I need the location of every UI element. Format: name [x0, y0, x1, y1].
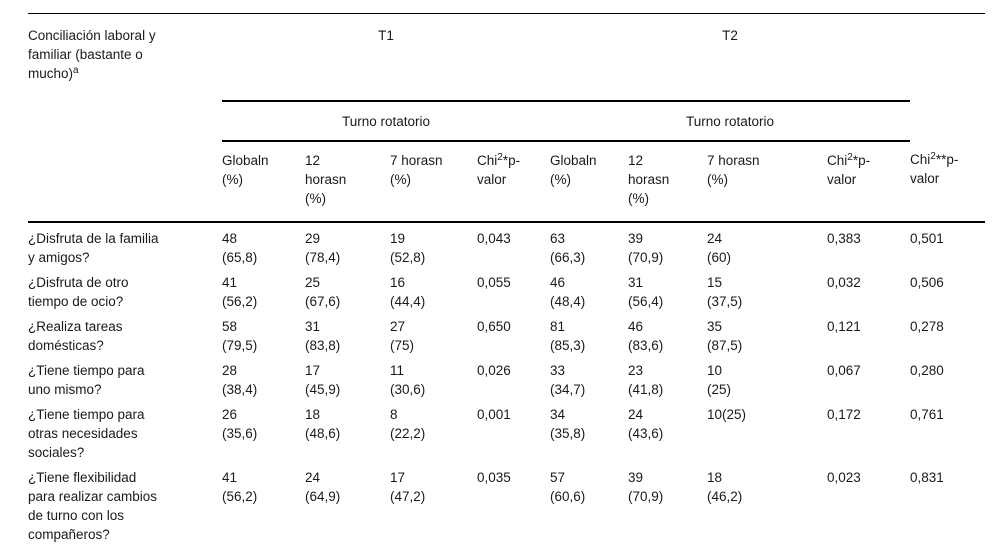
cell-t1-12h: 17 (45,9) — [305, 363, 341, 397]
results-table: Conciliación laboral y familiar (bastant… — [28, 13, 986, 545]
cell-t1-12h: 24 (64,9) — [305, 462, 390, 545]
stub-header-text: Conciliación laboral y familiar (bastant… — [28, 28, 156, 81]
cell-t2-7h: 10(25) — [707, 407, 747, 422]
table-row: ¿Tiene flexibilidad para realizar cambio… — [28, 462, 986, 545]
col-header-global-t2: Globaln (%) — [550, 141, 629, 223]
row-label: ¿Tiene flexibilidad para realizar cambio… — [28, 462, 222, 545]
cell-t2-global: 34 (35,8) — [550, 407, 586, 441]
row-label: ¿Tiene tiempo para otras necesidades soc… — [28, 407, 145, 460]
table-row: ¿Disfruta de otro tiempo de ocio? 41 (56… — [28, 267, 985, 311]
cell-t2-pvalue: 0,067 — [827, 363, 861, 378]
stub-header-footnote-mark: a — [73, 65, 79, 76]
cell-between-pvalue: 0,280 — [910, 363, 944, 378]
cell-t1-pvalue: 0,001 — [477, 407, 511, 422]
cell-t1-7h: 17 (47,2) — [390, 462, 477, 545]
cell-t1-pvalue: 0,026 — [477, 363, 511, 378]
cell-t1-7h: 19 (52,8) — [390, 231, 426, 265]
group-header-t1: T1 — [222, 13, 551, 101]
group-header-spacer — [910, 13, 986, 101]
header-row-subgroups: Turno rotatorio Turno rotatorio — [28, 100, 985, 142]
cell-t2-global: 46 (48,4) — [550, 275, 586, 309]
cell-t2-global: 81 (85,3) — [550, 319, 586, 353]
col-header-chi-t1: Chi2*p- valor — [477, 141, 551, 223]
col-header-chi-t2: Chi2*p- valor — [827, 141, 911, 223]
cell-t2-pvalue: 0,383 — [827, 231, 861, 246]
cell-t2-12h: 23 (41,8) — [628, 363, 664, 397]
row-label: ¿Tiene tiempo para uno mismo? — [28, 363, 145, 397]
col-header-12h-t2: 12 horasn (%) — [628, 141, 708, 223]
cell-t2-7h: 35 (87,5) — [707, 319, 743, 353]
cell-t1-12h: 31 (83,8) — [305, 319, 341, 353]
header-row-columns: Globaln (%) 12 horasn (%) 7 horasn (%) C… — [28, 141, 986, 223]
chi-suffix: *p- valor — [477, 153, 521, 187]
cell-t1-global: 58 (79,5) — [222, 319, 258, 353]
cell-t2-7h: 24 (60) — [707, 231, 732, 265]
cell-t1-pvalue: 0,055 — [477, 275, 511, 290]
cell-between-pvalue: 0,506 — [910, 275, 944, 290]
cell-t1-pvalue: 0,035 — [477, 462, 551, 545]
chi-exponent: 2 — [930, 151, 936, 162]
cell-t2-7h: 10 (25) — [707, 363, 732, 397]
cell-between-pvalue: 0,761 — [910, 407, 944, 422]
cell-t1-12h: 29 (78,4) — [305, 231, 341, 265]
group-header-t2: T2 — [550, 13, 911, 101]
cell-t1-global: 41 (56,2) — [222, 462, 305, 545]
chi-exponent: 2 — [847, 152, 853, 163]
cell-t2-pvalue: 0,121 — [827, 319, 861, 334]
col-header-global-t1: Globaln (%) — [222, 141, 305, 223]
cell-t1-7h: 8 (22,2) — [390, 407, 426, 441]
row-label: ¿Disfruta de otro tiempo de ocio? — [28, 275, 129, 309]
cell-t2-12h: 31 (56,4) — [628, 275, 664, 309]
subgroup-header-t1: Turno rotatorio — [222, 100, 551, 142]
subgroup-spacer — [910, 101, 985, 141]
chi-exponent: 2 — [497, 152, 503, 163]
cell-t1-global: 26 (35,6) — [222, 407, 258, 441]
cell-t2-12h: 46 (83,6) — [628, 319, 664, 353]
col-header-7h-t2: 7 horasn (%) — [707, 141, 828, 223]
table-row: ¿Tiene tiempo para otras necesidades soc… — [28, 399, 985, 462]
cell-t1-pvalue: 0,650 — [477, 319, 511, 334]
col-header-7h-t1: 7 horasn (%) — [390, 141, 477, 223]
table-row: ¿Tiene tiempo para uno mismo? 28 (38,4) … — [28, 355, 985, 399]
cell-t2-global: 57 (60,6) — [550, 462, 629, 545]
cell-t2-12h: 39 (70,9) — [628, 231, 664, 265]
cell-t1-pvalue: 0,043 — [477, 231, 511, 246]
cell-between-pvalue: 0,831 — [910, 462, 986, 545]
row-label: ¿Realiza tareas domésticas? — [28, 319, 123, 353]
cell-t2-7h: 18 (46,2) — [707, 462, 828, 545]
cell-t1-7h: 16 (44,4) — [390, 275, 426, 309]
col-header-12h-t1: 12 horasn (%) — [305, 141, 390, 223]
cell-t2-pvalue: 0,023 — [827, 462, 911, 545]
row-label: ¿Disfruta de la familia y amigos? — [28, 231, 159, 265]
cell-t2-pvalue: 0,172 — [827, 407, 861, 422]
cell-t1-7h: 27 (75) — [390, 319, 415, 353]
cell-between-pvalue: 0,278 — [910, 319, 944, 334]
chi-label: Chi — [827, 153, 848, 168]
cell-t1-global: 48 (65,8) — [222, 231, 258, 265]
cell-t2-7h: 15 (37,5) — [707, 275, 743, 309]
chi-suffix: *p- valor — [827, 153, 871, 187]
stub-header: Conciliación laboral y familiar (bastant… — [28, 13, 222, 223]
cell-t1-7h: 11 (30,6) — [390, 363, 426, 397]
cell-between-pvalue: 0,501 — [910, 231, 944, 246]
chi-label: Chi — [910, 152, 931, 167]
cell-t2-12h: 39 (70,9) — [628, 462, 708, 545]
cell-t1-global: 41 (56,2) — [222, 275, 258, 309]
cell-t2-global: 33 (34,7) — [550, 363, 586, 397]
cell-t1-12h: 25 (67,6) — [305, 275, 341, 309]
table-row: ¿Realiza tareas domésticas? 58 (79,5) 31… — [28, 311, 985, 355]
cell-t2-global: 63 (66,3) — [550, 231, 586, 265]
chi-label: Chi — [477, 153, 498, 168]
chi-suffix: **p- valor — [910, 152, 959, 186]
cell-t1-12h: 18 (48,6) — [305, 407, 341, 441]
header-row-groups: Conciliación laboral y familiar (bastant… — [28, 13, 986, 223]
cell-t2-12h: 24 (43,6) — [628, 407, 664, 441]
cell-t2-pvalue: 0,032 — [827, 275, 861, 290]
table-row: ¿Disfruta de la familia y amigos? 48 (65… — [28, 222, 985, 267]
cell-t1-global: 28 (38,4) — [222, 363, 258, 397]
subgroup-header-t2: Turno rotatorio — [550, 100, 911, 142]
col-header-chi-between: Chi2**p- valor — [910, 141, 986, 223]
